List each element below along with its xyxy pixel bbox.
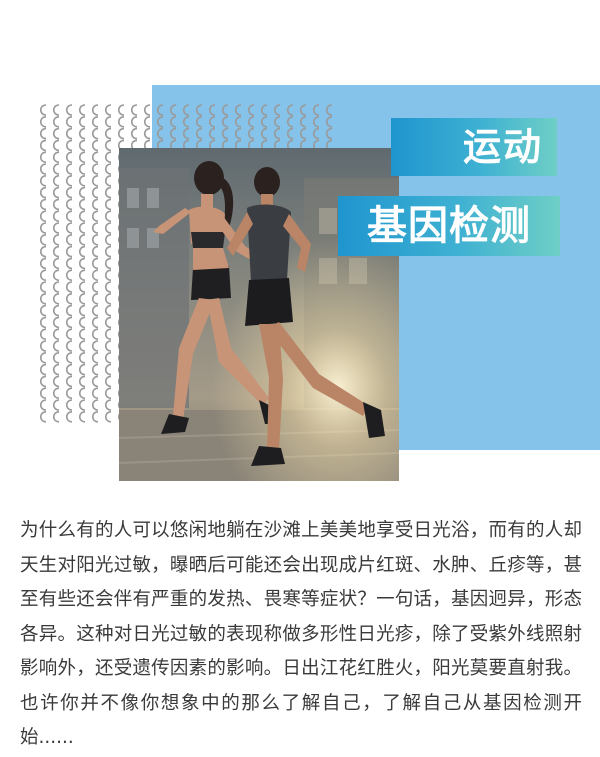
title-badge-gene-test: 基因检测 (338, 196, 560, 256)
article-body-paragraph: 为什么有的人可以悠闲地躺在沙滩上美美地享受日光浴，而有的人却天生对阳光过敏，曝晒… (20, 520, 582, 748)
title-badge-sport: 运动 (391, 118, 557, 176)
